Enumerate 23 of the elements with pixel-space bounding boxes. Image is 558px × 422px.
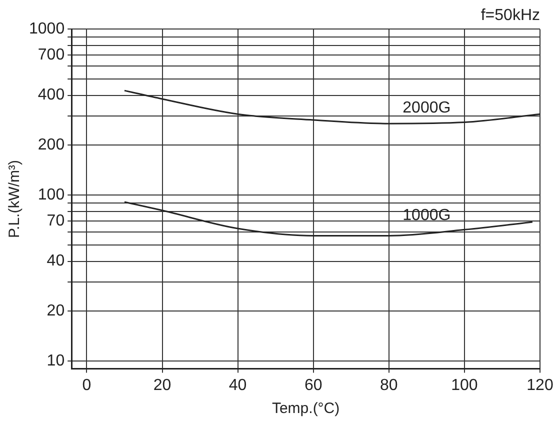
- y-tick-label: 10: [46, 352, 65, 370]
- line-series: [124, 201, 534, 236]
- line-series: [124, 90, 540, 124]
- y-tick-label: 200: [38, 136, 65, 154]
- y-tick-label: 100: [38, 186, 65, 204]
- y-tick-label: 700: [38, 46, 65, 64]
- y-tick-label: 70: [46, 212, 65, 230]
- x-tick-label: 60: [304, 376, 322, 394]
- series-label: 2000G: [402, 100, 451, 117]
- y-axis-title: P.L.(kW/m³): [6, 160, 24, 238]
- x-tick-label: 120: [526, 376, 554, 394]
- x-tick-label: 20: [153, 376, 172, 394]
- chart-title: f=50kHz: [480, 7, 540, 24]
- y-tick-label: 400: [38, 86, 65, 104]
- x-tick-label: 100: [451, 376, 478, 394]
- y-tick-label: 40: [46, 252, 65, 270]
- x-axis-title: Temp.(°C): [272, 400, 340, 418]
- x-tick-label: 0: [82, 376, 92, 394]
- y-tick-label: 20: [46, 302, 65, 320]
- y-tick-label: 1000: [29, 20, 65, 38]
- x-tick-label: 80: [380, 376, 398, 394]
- x-tick-label: 40: [228, 376, 247, 394]
- series-label: 1000G: [402, 207, 451, 224]
